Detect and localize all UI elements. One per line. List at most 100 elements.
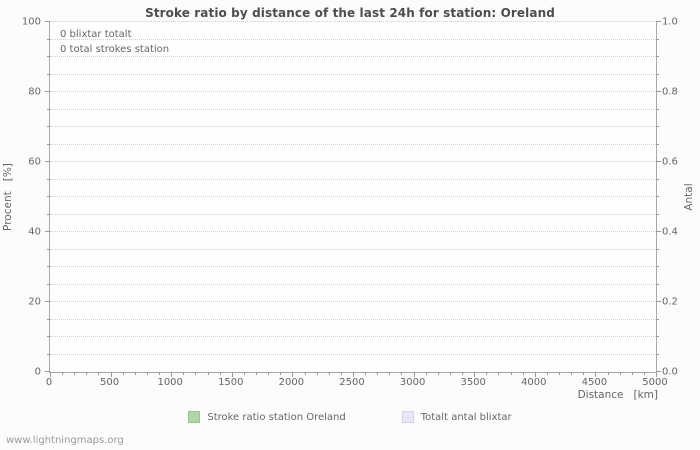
y-left-axis-label: Procent [%]: [2, 163, 14, 231]
y-axis-tick: [656, 56, 659, 57]
x-axis-tick: [534, 372, 536, 377]
y-axis-tick: [656, 143, 659, 145]
watermark: www.lightningmaps.org: [6, 435, 124, 446]
y-axis-tick: [47, 126, 50, 127]
x-axis-tick: [607, 372, 609, 375]
y-axis-tick: [656, 126, 659, 127]
legend-swatch: [188, 411, 201, 423]
y-left-tick-label: 80: [28, 86, 41, 98]
y-axis-tick: [656, 73, 659, 75]
gridline: [50, 318, 656, 320]
y-axis-tick: [47, 318, 50, 320]
gridline: [50, 126, 656, 127]
x-axis-tick: [583, 372, 585, 375]
gridline: [50, 196, 656, 197]
x-axis-tick: [510, 372, 512, 375]
legend-label: Stroke ratio station Oreland: [207, 411, 346, 423]
y-axis-tick: [656, 301, 661, 302]
x-axis-tick: [437, 372, 439, 375]
y-axis-tick: [47, 108, 50, 110]
x-axis-tick: [292, 372, 294, 377]
x-axis-tick: [316, 372, 318, 375]
gridline: [50, 301, 656, 302]
x-tick-label: 5000: [642, 377, 668, 388]
gridline: [50, 56, 656, 57]
x-axis-tick: [522, 372, 524, 375]
legend-swatch: [401, 411, 414, 423]
x-tick-label: 1500: [218, 377, 244, 388]
annotation-total-strokes: 0 blixtar totalt: [60, 29, 132, 40]
x-axis-tick: [401, 372, 403, 375]
y-axis-tick: [656, 353, 659, 355]
x-axis-tick: [462, 372, 464, 375]
y-axis-tick: [45, 91, 50, 92]
x-tick-label: 2500: [339, 377, 365, 388]
gridline: [50, 178, 656, 180]
y-axis-tick: [656, 21, 661, 22]
x-axis-tick: [328, 372, 330, 375]
x-axis-tick: [498, 372, 500, 375]
y-axis-tick: [656, 283, 659, 285]
x-axis-tick: [146, 372, 148, 375]
gridline: [50, 38, 656, 40]
y-right-labels: 0.0 0.2 0.4 0.6 0.8 1.0: [660, 17, 698, 378]
x-axis-tick: [50, 372, 51, 377]
y-right-tick-label: 0.0: [662, 366, 678, 378]
x-axis-tick: [389, 372, 391, 375]
plot-area: 0 blixtar totalt 0 total strokes station: [45, 21, 661, 377]
x-axis-tick: [377, 372, 379, 375]
x-tick-label: 500: [100, 377, 120, 388]
legend-item: Totalt antal blixtar: [401, 411, 512, 423]
x-tick-label: 4500: [581, 377, 608, 388]
x-axis-tick: [256, 372, 258, 375]
y-axis-tick: [47, 283, 50, 285]
x-tick-label: 4000: [521, 377, 547, 388]
gridline: [50, 283, 656, 285]
y-axis-tick: [47, 178, 50, 180]
y-left-tick-label: 0: [34, 366, 41, 378]
y-axis-tick: [656, 108, 659, 110]
x-tick-label: 0: [45, 377, 53, 388]
x-axis-tick: [243, 372, 245, 375]
y-right-axis-label: Antal: [683, 183, 695, 211]
y-axis-tick: [656, 248, 659, 250]
x-axis-tick: [231, 372, 233, 377]
y-axis-tick: [45, 21, 50, 22]
x-axis-tick: [353, 372, 354, 377]
gridline: [50, 213, 656, 215]
y-axis-tick: [656, 318, 659, 320]
x-axis-tick: [643, 372, 645, 375]
y-axis-tick: [47, 56, 50, 57]
x-axis-tick: [134, 372, 136, 375]
y-axis-tick: [656, 336, 659, 337]
y-axis-tick: [45, 371, 50, 372]
y-axis-tick: [47, 73, 50, 75]
y-axis-tick: [656, 178, 659, 180]
x-axis-tick: [195, 372, 197, 375]
x-axis-tick: [207, 372, 209, 375]
x-axis-tick: [619, 372, 621, 375]
y-left-labels: 0 20 40 60 80 100: [0, 17, 44, 378]
y-left-tick-label: 60: [28, 156, 41, 168]
y-axis-tick: [656, 266, 659, 267]
gridline: [50, 248, 656, 250]
x-axis-tick: [219, 372, 221, 375]
y-right-tick-label: 0.8: [662, 86, 678, 98]
annotation-station-strokes: 0 total strokes station: [60, 43, 170, 55]
x-axis-tick: [559, 372, 561, 375]
x-axis-label: Distance [km]: [577, 389, 658, 401]
x-axis-tick: [122, 372, 124, 375]
x-axis-tick: [171, 372, 173, 377]
x-tick-label: 2000: [278, 377, 305, 388]
y-axis-tick: [656, 231, 661, 232]
gridline: [50, 353, 656, 355]
gridline: [50, 161, 656, 162]
gridline: [50, 108, 656, 110]
y-axis-tick: [47, 248, 50, 250]
x-axis-tick: [449, 372, 451, 375]
x-axis-tick: [474, 372, 476, 377]
y-right-tick-label: 1.0: [662, 16, 678, 28]
y-right-tick-label: 0.6: [662, 156, 678, 168]
y-axis-tick: [47, 353, 50, 355]
gridline: [50, 91, 656, 92]
